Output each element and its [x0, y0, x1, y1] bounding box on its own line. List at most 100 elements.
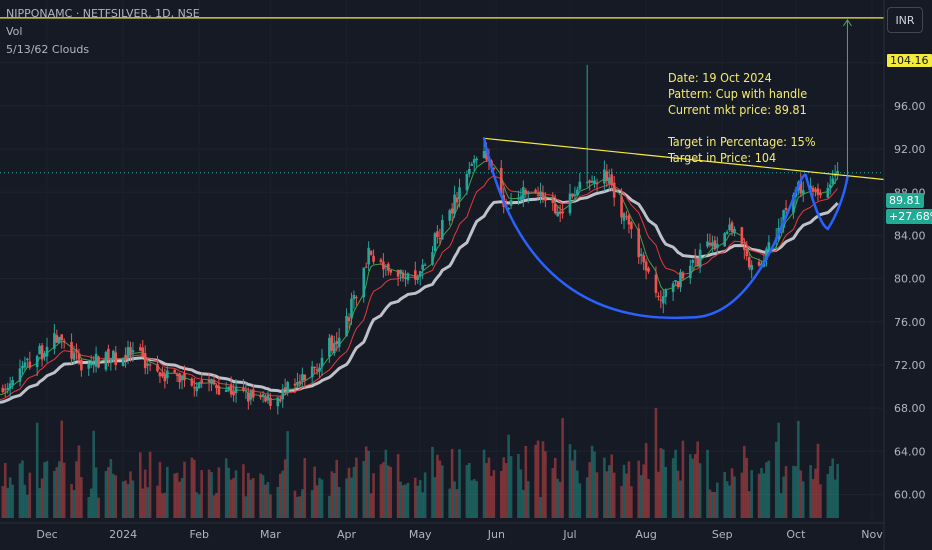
- candle-body: [364, 266, 368, 268]
- volume-bar: [836, 463, 839, 518]
- candle-body: [195, 386, 199, 392]
- volume-bar: [350, 477, 353, 518]
- candle-body: [507, 208, 510, 210]
- x-tick-label: Oct: [786, 528, 806, 541]
- candle-body: [261, 394, 265, 397]
- volume-bar: [534, 444, 537, 518]
- candle-body: [573, 194, 577, 197]
- volume-bar: [571, 460, 574, 518]
- volume-bar: [436, 454, 439, 518]
- candle-body: [281, 388, 285, 400]
- volume-bar: [438, 460, 442, 518]
- clouds-indicator-label: 5/13/62 Clouds: [6, 43, 90, 56]
- candle-body: [146, 363, 149, 366]
- volume-bar: [517, 453, 520, 518]
- volume-bar: [94, 467, 98, 518]
- volume-bar: [539, 497, 542, 518]
- ema-slow-line: [0, 187, 839, 404]
- candle-body: [799, 181, 803, 194]
- volume-bar: [558, 481, 562, 518]
- candle-body: [544, 197, 547, 201]
- volume-bar: [89, 488, 93, 518]
- candle-body: [740, 227, 744, 245]
- candle-body: [747, 257, 751, 268]
- volume-bar: [733, 476, 736, 518]
- y-tick-label: 92.00: [894, 143, 926, 156]
- volume-bar: [689, 454, 692, 518]
- volume-bar: [38, 488, 41, 518]
- candle-body: [831, 178, 835, 185]
- volume-bar: [207, 469, 211, 518]
- candle-body: [730, 222, 734, 232]
- y-axis: 60.0064.0068.0072.0076.0080.0084.0088.00…: [883, 0, 932, 550]
- volume-bar: [490, 476, 493, 518]
- candle-body: [743, 246, 746, 250]
- candle-body: [335, 341, 339, 345]
- candle-body: [57, 336, 61, 343]
- volume-bar: [6, 487, 10, 518]
- candle-body: [492, 167, 496, 169]
- volume-bar: [784, 466, 788, 518]
- volume-bar: [828, 465, 832, 518]
- volume-bar: [625, 473, 628, 518]
- candle-body: [367, 247, 370, 265]
- volume-bar: [693, 454, 697, 518]
- candle-body: [551, 199, 555, 203]
- candle-body: [558, 211, 562, 214]
- candle-body: [200, 380, 203, 383]
- volume-bar: [244, 496, 248, 518]
- y-tick-label: 84.00: [894, 229, 926, 242]
- volume-bar: [384, 449, 388, 518]
- volume-bar: [590, 445, 594, 518]
- candle-body: [18, 368, 22, 382]
- volume-bar: [622, 464, 626, 518]
- candle-body: [158, 371, 162, 377]
- candle-body: [757, 261, 761, 266]
- volume-bar: [328, 495, 331, 518]
- candle-body: [522, 187, 525, 200]
- volume-bar: [657, 471, 660, 518]
- volume-bar: [3, 462, 7, 518]
- drawings: [0, 17, 885, 320]
- candle-body: [131, 350, 135, 353]
- volume-bar: [716, 482, 719, 518]
- candle-body: [725, 231, 729, 234]
- volume-bar: [320, 479, 324, 518]
- candle-body: [244, 390, 248, 392]
- volume-bar: [111, 473, 115, 518]
- volume-bar: [612, 472, 616, 518]
- candle-body: [716, 243, 719, 249]
- volume-bar: [551, 467, 555, 518]
- candle-body: [472, 159, 476, 164]
- volume-bar: [269, 494, 272, 518]
- candle-body: [647, 268, 650, 272]
- candle-body: [519, 196, 523, 200]
- candle-body: [556, 211, 560, 217]
- candle-body: [121, 357, 125, 367]
- volume-bar: [485, 463, 488, 518]
- target-price-tag: 104.16: [886, 53, 932, 68]
- candle-body: [53, 333, 56, 349]
- cup-with-handle-curve: [482, 137, 849, 320]
- volume-bar: [401, 485, 405, 518]
- candle-body: [524, 190, 528, 194]
- candle-body: [175, 374, 179, 376]
- candle-body: [782, 210, 785, 228]
- volume-bar: [576, 470, 579, 518]
- volume-bar: [453, 481, 456, 518]
- candle-body: [293, 383, 297, 386]
- candle-body: [87, 363, 91, 369]
- currency-button[interactable]: INR: [887, 7, 923, 33]
- volume-bar: [450, 448, 454, 518]
- candle-body: [499, 167, 503, 195]
- volume-bar: [143, 469, 147, 518]
- volume-bar: [637, 460, 641, 518]
- candle-body: [372, 255, 375, 262]
- candle-body: [607, 177, 611, 184]
- volume-bar: [654, 408, 658, 518]
- candle-body: [318, 367, 321, 372]
- volume-bar: [573, 449, 577, 518]
- candle-body: [70, 342, 73, 359]
- volume-bar: [364, 446, 368, 518]
